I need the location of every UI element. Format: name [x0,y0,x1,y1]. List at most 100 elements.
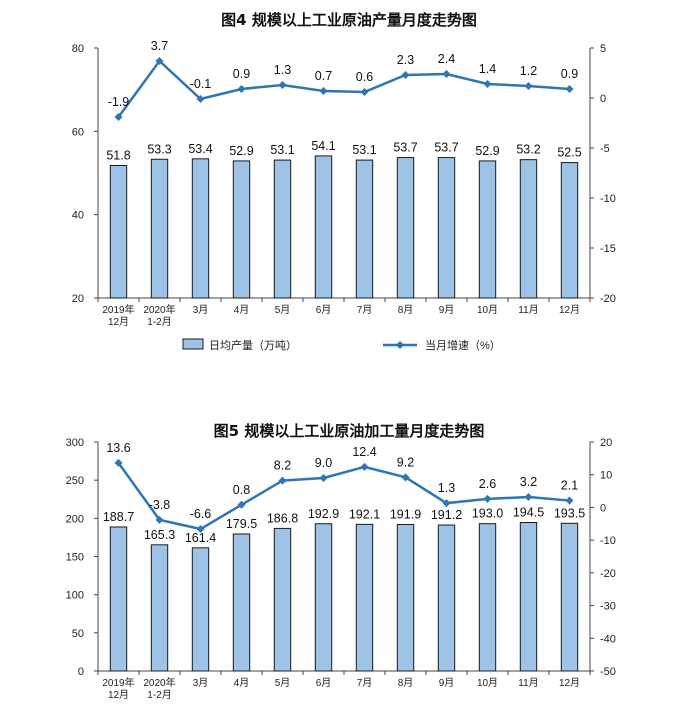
chart2-line-label: 3.2 [520,475,537,489]
chart2-left-tick-label: 150 [66,552,84,564]
chart1-right-tick-label: 0 [600,93,606,105]
chart1-x-tick-label: 12月 [559,304,580,316]
chart2-bar-label: 191.9 [390,508,421,522]
chart2-bar [191,547,210,672]
chart1-line-label: 1.4 [479,62,496,76]
chart1-x-tick-label: 11月 [518,304,538,316]
chart2-x-tick-label: 7月 [357,677,373,689]
chart1-bar-label: 52.9 [229,144,253,158]
chart1-line-point [278,81,287,89]
chart1-line-point [114,113,123,121]
chart1-line-label: -0.1 [190,77,212,91]
chart2-bar [232,533,251,672]
chart1-x-tick-label: 2020年 [143,303,175,316]
chart1-line-point [155,57,164,65]
chart2-line-point [278,476,287,485]
chart2-line-point [401,473,410,482]
chart2-bar-label: 191.2 [431,508,462,522]
chart2-right-tick-label: -30 [600,601,616,613]
chart1-line-label: 2.4 [438,52,455,66]
chart2-line-point [483,494,492,503]
chart2-bar-label: 192.9 [308,507,339,521]
chart2-bar-label: 192.1 [349,507,380,521]
chart1-line-point [565,85,574,93]
chart1-bar-label: 52.5 [557,146,581,160]
chart1-line-point [237,85,246,93]
chart1-x-tick-label: 5月 [275,304,291,316]
chart1-bar-label: 53.2 [516,143,540,157]
chart1-line-label: 3.7 [151,39,168,53]
chart2-line-label: 2.6 [479,477,496,491]
chart2-growth-line [117,462,570,531]
chart2-x-tick-label: 6月 [316,677,332,689]
chart2-x-tick-label: 9月 [439,677,455,689]
chart1-line-point [401,71,410,79]
chart1-right-tick-label: -10 [600,193,616,205]
chart2-x-tick-label: 11月 [518,677,538,689]
chart2-line-label: -6.6 [190,507,212,521]
chart1-bar-label: 52.9 [475,144,499,158]
chart1-right-tick-label: 5 [600,43,606,55]
chart1-right-tick-label: -15 [600,243,616,255]
chart2-bar [355,523,374,672]
chart2-right-tick-label: -40 [600,633,616,645]
chart2-line-point [524,492,533,501]
chart1-bar [273,159,292,299]
chart1-x-tick-label: 9月 [439,304,455,316]
chart1-growth-line [117,59,570,118]
chart2-bar-label: 188.7 [103,510,134,524]
chart2-bar-label: 193.0 [472,507,503,521]
chart2-line-label: -3.8 [149,498,171,512]
chart2-left-tick-label: 0 [78,666,84,678]
chart1-x-tick-label: 1-2月 [147,316,171,328]
chart1-line-label: 1.3 [274,63,291,77]
chart1-bar-label: 53.3 [147,142,171,156]
chart1-x-tick-label: 2019年 [102,303,134,316]
chart2-bar [396,524,415,672]
chart2-x-tick-label: 4月 [234,677,250,689]
chart1-line-label: 0.6 [356,70,373,84]
chart2-x-tick-label: 3月 [193,677,209,689]
chart2-title: 图5 规模以上工业原油加工量月度走势图 [213,422,485,440]
chart2-x-tick-label: 12月 [108,689,129,701]
chart2-left-tick-label: 300 [66,437,84,449]
chart2-x-tick-label: 2019年 [102,676,134,689]
chart1-bar-label: 53.4 [188,142,212,156]
chart1-bar [396,157,415,299]
chart2-bar [519,522,538,672]
chart2-bar-label: 186.8 [267,511,298,525]
chart2-line-point [237,500,246,509]
chart2-x-tick-label: 2020年 [143,676,175,689]
chart1-bar [519,159,538,299]
chart2-x-tick-label: 10月 [477,677,498,689]
chart2-right-tick-label: -50 [600,666,616,678]
chart2-bar-label: 179.5 [226,517,257,531]
chart1-line-point [360,88,369,96]
chart1-line-point [442,70,451,78]
chart1-line-label: 0.9 [561,67,578,81]
chart1-svg: 20 40 60 80 -20 -15 -10 -5 0 5 51.8 53.3 53.4 52.9 53.… [72,39,616,352]
chart1-line-point [319,87,328,95]
chart1-bar-label: 51.8 [106,149,130,163]
chart2-bar-label: 165.3 [144,528,175,542]
chart2-line-point [442,499,451,508]
chart1-x-tick-label: 7月 [357,304,373,316]
chart1-bar-label: 53.7 [434,141,458,155]
chart1-right-tick-label: -5 [600,143,610,155]
chart1-bar [560,162,579,299]
chart2-line-label: 13.6 [106,441,130,455]
chart2-x-tick-label: 1-2月 [147,689,171,701]
chart1-bar [437,157,456,299]
chart1-bar-label: 53.1 [270,143,294,157]
chart1-legend-line-label: 当月增速（%） [425,338,501,352]
chart1-legend-bar-label: 日均产量（万吨） [209,338,297,352]
chart1-line-point [483,80,492,88]
chart1-bar [314,155,333,299]
chart2-line-point [319,473,328,482]
chart2-line-label: 1.3 [438,481,455,495]
chart2-left-tick-label: 100 [66,590,84,602]
chart1-line-label: 0.7 [315,69,332,83]
chart2-line-point [565,496,574,505]
chart1-line-label: 2.3 [397,53,414,67]
chart1-left-tick-label: 40 [72,210,84,222]
